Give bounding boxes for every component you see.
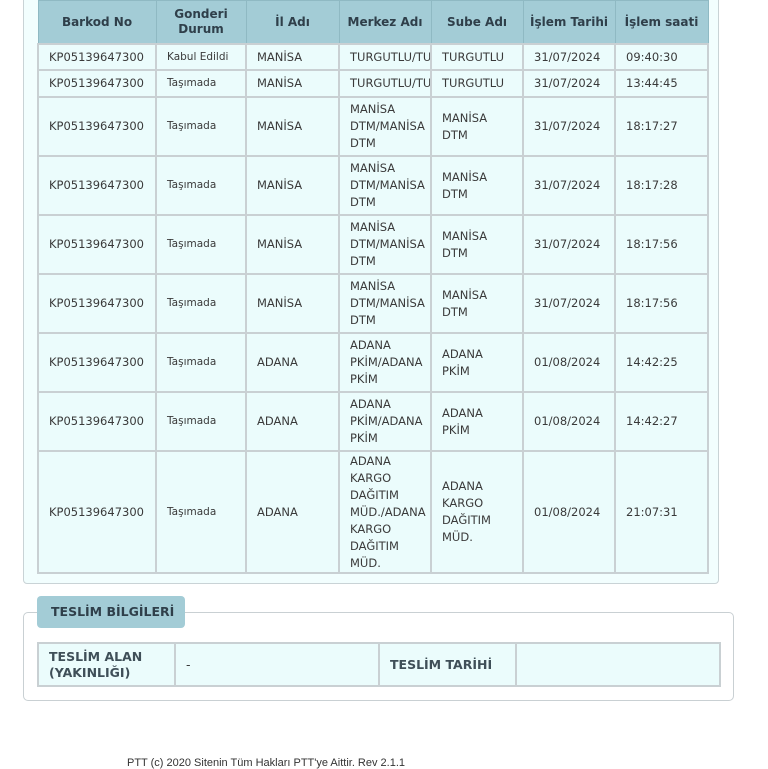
cell-branch: MANİSA DTM [430, 273, 524, 334]
cell-date: 31/07/2024 [522, 96, 616, 157]
cell-center: MANİSA DTM/MANİSA DTM [338, 214, 432, 275]
cell-status: Taşımada [155, 273, 247, 334]
table-row: KP05139647300 Kabul Edildi MANİSA TURGUTLU/… [37, 43, 709, 71]
cell-barcode: KP05139647300 [37, 69, 157, 98]
column-header-city: İl Adı [245, 0, 340, 45]
cell-date: 31/07/2024 [522, 69, 616, 98]
cell-barcode: KP05139647300 [37, 273, 157, 334]
cell-branch: TURGUTLU [430, 69, 524, 98]
cell-date: 01/08/2024 [522, 332, 616, 393]
cell-city: MANİSA [245, 43, 340, 71]
delivery-date-label: TESLİM TARİHİ [378, 642, 517, 687]
cell-time: 13:44:45 [614, 69, 709, 98]
cell-date: 01/08/2024 [522, 391, 616, 452]
cell-status: Taşımada [155, 332, 247, 393]
cell-center: MANİSA DTM/MANİSA DTM [338, 155, 432, 216]
cell-status: Kabul Edildi [155, 43, 247, 71]
cell-date: 31/07/2024 [522, 43, 616, 71]
cell-status: Taşımada [155, 214, 247, 275]
cell-branch: MANİSA DTM [430, 214, 524, 275]
column-header-status: Gonderi Durum [155, 0, 247, 45]
cell-time: 09:40:30 [614, 43, 709, 71]
cell-status: Taşımada [155, 155, 247, 216]
cell-branch: MANİSA DTM [430, 155, 524, 216]
table-row: KP05139647300 Taşımada ADANA ADANA PKİM/ADA… [37, 332, 709, 393]
cell-city: MANİSA [245, 155, 340, 216]
table-row: KP05139647300 Taşımada MANİSA TURGUTLU/TU TU… [37, 69, 709, 98]
cell-barcode: KP05139647300 [37, 450, 157, 574]
column-header-time: İşlem saati [614, 0, 709, 45]
cell-city: ADANA [245, 450, 340, 574]
column-header-branch: Sube Adı [430, 0, 524, 45]
movements-table: Barkod No Gonderi Durum İl Adı Merkez Adı Su… [37, 0, 709, 574]
cell-date: 01/08/2024 [522, 450, 616, 574]
cell-center: TURGUTLU/TU [338, 69, 432, 98]
cell-city: MANİSA [245, 69, 340, 98]
cell-time: 14:42:27 [614, 391, 709, 452]
cell-branch: TURGUTLU [430, 43, 524, 71]
table-row: KP05139647300 Taşımada MANİSA MANİSA DTM/MA… [37, 273, 709, 334]
column-header-center: Merkez Adı [338, 0, 432, 45]
delivery-date-value [515, 642, 721, 687]
cell-branch: ADANA PKİM [430, 391, 524, 452]
cell-center: MANİSA DTM/MANİSA DTM [338, 96, 432, 157]
cell-status: Taşımada [155, 96, 247, 157]
table-row: KP05139647300 Taşımada MANİSA MANİSA DTM/MA… [37, 155, 709, 216]
cell-time: 18:17:56 [614, 214, 709, 275]
receiver-value: - [174, 642, 380, 687]
cell-city: MANİSA [245, 96, 340, 157]
cell-date: 31/07/2024 [522, 155, 616, 216]
table-row: KP05139647300 Taşımada MANİSA MANİSA DTM/MA… [37, 214, 709, 275]
cell-barcode: KP05139647300 [37, 332, 157, 393]
cell-city: ADANA [245, 391, 340, 452]
table-row: KP05139647300 Taşımada MANİSA MANİSA DTM/MA… [37, 96, 709, 157]
cell-barcode: KP05139647300 [37, 155, 157, 216]
cell-barcode: KP05139647300 [37, 96, 157, 157]
cell-barcode: KP05139647300 [37, 43, 157, 71]
cell-barcode: KP05139647300 [37, 391, 157, 452]
column-header-barcode: Barkod No [37, 0, 157, 45]
table-row: KP05139647300 Taşımada ADANA ADANA KARGO DA… [37, 450, 709, 574]
cell-date: 31/07/2024 [522, 273, 616, 334]
delivery-fieldset [23, 612, 734, 701]
table-row: KP05139647300 Taşımada ADANA ADANA PKİM/ADA… [37, 391, 709, 452]
cell-city: MANİSA [245, 273, 340, 334]
cell-center: MANİSA DTM/MANİSA DTM [338, 273, 432, 334]
cell-time: 18:17:28 [614, 155, 709, 216]
footer-copyright: PTT (c) 2020 Sitenin Tüm Hakları PTT'ye … [127, 757, 406, 769]
cell-date: 31/07/2024 [522, 214, 616, 275]
cell-branch: MANİSA DTM [430, 96, 524, 157]
cell-time: 18:17:56 [614, 273, 709, 334]
cell-status: Taşımada [155, 391, 247, 452]
cell-center: TURGUTLU/TU [338, 43, 432, 71]
cell-time: 18:17:27 [614, 96, 709, 157]
column-header-date: İşlem Tarihi [522, 0, 616, 45]
cell-city: MANİSA [245, 214, 340, 275]
cell-center: ADANA PKİM/ADANA PKİM [338, 332, 432, 393]
delivery-table: TESLİM ALAN (YAKINLIĞI) - TESLİM TARİHİ [37, 642, 721, 687]
cell-branch: ADANA KARGO DAĞITIM MÜD. [430, 450, 524, 574]
cell-status: Taşımada [155, 69, 247, 98]
cell-city: ADANA [245, 332, 340, 393]
cell-time: 14:42:25 [614, 332, 709, 393]
delivery-title: TESLİM BİLGİLERİ [37, 596, 185, 628]
cell-center: ADANA KARGO DAĞITIM MÜD./ADANA KARGO DAĞ… [338, 450, 432, 574]
cell-center: ADANA PKİM/ADANA PKİM [338, 391, 432, 452]
cell-status: Taşımada [155, 450, 247, 574]
receiver-label: TESLİM ALAN (YAKINLIĞI) [37, 642, 176, 687]
cell-branch: ADANA PKİM [430, 332, 524, 393]
cell-barcode: KP05139647300 [37, 214, 157, 275]
cell-time: 21:07:31 [614, 450, 709, 574]
